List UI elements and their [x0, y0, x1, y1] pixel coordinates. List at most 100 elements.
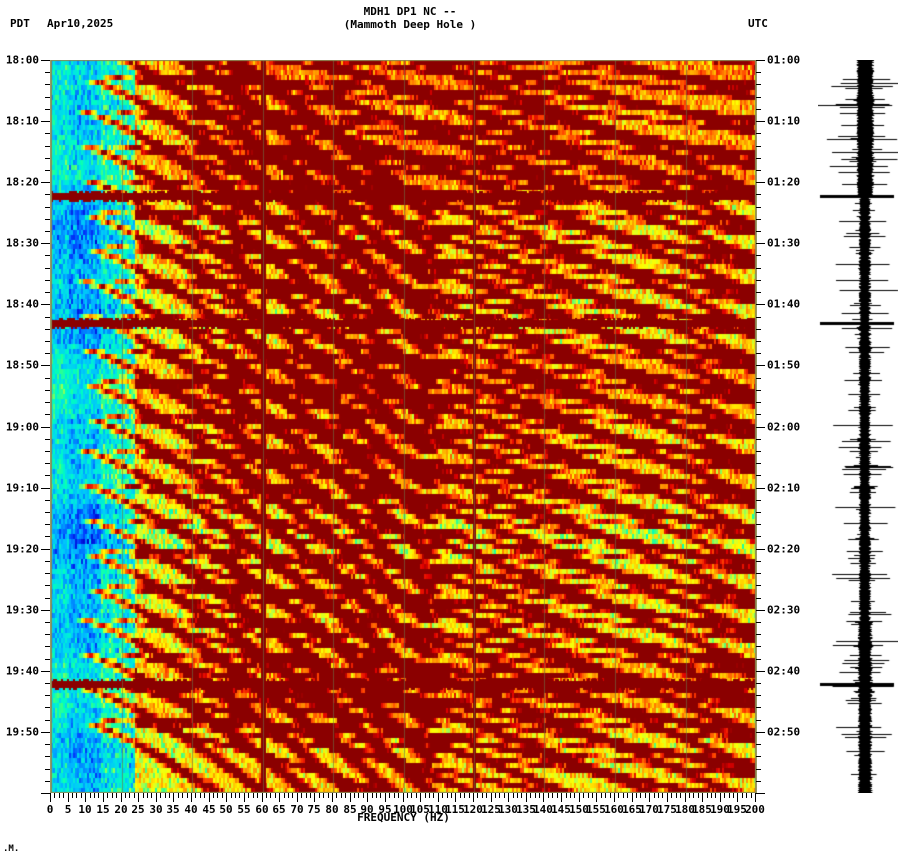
left-axis-minor-tick	[45, 146, 50, 147]
right-axis-minor-tick	[756, 231, 761, 232]
freq-axis-minor-tick	[623, 793, 624, 798]
spectrogram-plot[interactable]	[50, 60, 757, 793]
freq-axis-minor-tick	[231, 793, 232, 798]
spectrogram-canvas-container[interactable]	[50, 60, 757, 793]
freq-axis-major-tick	[226, 793, 227, 802]
freq-axis-minor-tick	[306, 793, 307, 798]
freq-axis-label: 105	[410, 803, 430, 816]
freq-axis-minor-tick	[601, 793, 602, 798]
left-axis-minor-tick	[45, 292, 50, 293]
right-axis-minor-tick	[756, 439, 761, 440]
freq-axis-minor-tick	[416, 793, 417, 798]
left-axis-minor-tick	[45, 219, 50, 220]
freq-axis-label: 185	[692, 803, 712, 816]
freq-axis-minor-tick	[363, 793, 364, 798]
freq-axis-minor-tick	[552, 793, 553, 798]
freq-axis-major-tick	[561, 793, 562, 802]
left-axis-major-tick	[41, 243, 50, 244]
right-axis-label: 02:00	[767, 420, 801, 434]
right-axis-minor-tick	[756, 292, 761, 293]
freq-axis-major-tick	[649, 793, 650, 802]
right-axis-minor-tick	[756, 781, 761, 782]
freq-axis-minor-tick	[345, 793, 346, 798]
freq-axis-label: 60	[255, 803, 269, 816]
right-axis-minor-tick	[756, 683, 761, 684]
freq-axis-minor-tick	[72, 793, 73, 798]
right-axis-minor-tick	[756, 646, 761, 647]
left-axis-major-tick	[41, 304, 50, 305]
freq-axis-label: 165	[622, 803, 642, 816]
seismogram-canvas	[818, 60, 898, 793]
freq-axis-minor-tick	[217, 793, 218, 798]
freq-axis-minor-tick	[54, 793, 55, 798]
freq-axis-minor-tick	[407, 793, 408, 798]
right-axis-minor-tick	[756, 317, 761, 318]
right-axis-major-tick	[756, 182, 765, 183]
header: PDT Apr10,2025 MDH1 DP1 NC -- (Mammoth D…	[0, 0, 902, 48]
freq-axis-minor-tick	[275, 793, 276, 798]
freq-axis-major-tick	[632, 793, 633, 802]
freq-axis-minor-tick	[380, 793, 381, 798]
right-axis-minor-tick	[756, 744, 761, 745]
freq-axis-major-tick	[473, 793, 474, 802]
freq-axis-minor-tick	[288, 793, 289, 798]
left-axis-minor-tick	[45, 378, 50, 379]
right-axis-major-tick	[756, 60, 765, 61]
right-axis-minor-tick	[756, 329, 761, 330]
seismogram-trace	[818, 60, 898, 793]
freq-axis-label: 0	[46, 803, 54, 816]
right-axis-minor-tick	[756, 97, 761, 98]
freq-axis-label: 35	[166, 803, 180, 816]
spectrogram-image[interactable]	[51, 60, 756, 793]
left-axis-minor-tick	[45, 72, 50, 73]
freq-axis-minor-tick	[222, 793, 223, 798]
right-axis-minor-tick	[756, 390, 761, 391]
left-axis-major-tick	[41, 793, 50, 794]
freq-axis-minor-tick	[98, 793, 99, 798]
left-axis-minor-tick	[45, 598, 50, 599]
header-date: Apr10,2025	[47, 17, 114, 30]
freq-axis-label: 45	[202, 803, 216, 816]
right-axis-minor-tick	[756, 756, 761, 757]
header-timezone-local: PDT	[10, 17, 30, 30]
left-axis-minor-tick	[45, 500, 50, 501]
freq-axis-minor-tick	[460, 793, 461, 798]
left-axis-major-tick	[41, 610, 50, 611]
freq-axis-label: 155	[586, 803, 606, 816]
freq-axis-minor-tick	[539, 793, 540, 798]
right-axis-label: 01:40	[767, 297, 801, 311]
freq-axis-minor-tick	[239, 793, 240, 798]
left-axis-label: 18:00	[5, 53, 39, 67]
left-axis-label: 18:50	[5, 358, 39, 372]
freq-axis-label: 30	[149, 803, 163, 816]
right-axis-minor-tick	[756, 146, 761, 147]
left-axis-label: 18:10	[5, 114, 39, 128]
freq-axis-minor-tick	[504, 793, 505, 798]
left-axis-minor-tick	[45, 634, 50, 635]
left-axis-major-tick	[41, 732, 50, 733]
freq-axis-major-tick	[262, 793, 263, 802]
freq-axis-major-tick	[350, 793, 351, 802]
left-axis-minor-tick	[45, 781, 50, 782]
left-axis-minor-tick	[45, 231, 50, 232]
freq-axis-major-tick	[455, 793, 456, 802]
freq-axis-minor-tick	[574, 793, 575, 798]
right-axis-major-tick	[756, 610, 765, 611]
freq-axis-minor-tick	[372, 793, 373, 798]
right-axis-minor-tick	[756, 255, 761, 256]
freq-axis-minor-tick	[530, 793, 531, 798]
freq-axis-minor-tick	[588, 793, 589, 798]
freq-axis-major-tick	[702, 793, 703, 802]
freq-axis-major-tick	[156, 793, 157, 802]
freq-axis-minor-tick	[204, 793, 205, 798]
freq-axis-label: 15	[96, 803, 110, 816]
freq-axis-major-tick	[85, 793, 86, 802]
left-axis-minor-tick	[45, 329, 50, 330]
freq-axis-minor-tick	[398, 793, 399, 798]
freq-axis-minor-tick	[751, 793, 752, 798]
left-axis-major-tick	[41, 60, 50, 61]
freq-axis-label: 75	[307, 803, 321, 816]
left-axis-minor-tick	[45, 194, 50, 195]
freq-axis-minor-tick	[376, 793, 377, 798]
freq-axis-label: 170	[639, 803, 659, 816]
